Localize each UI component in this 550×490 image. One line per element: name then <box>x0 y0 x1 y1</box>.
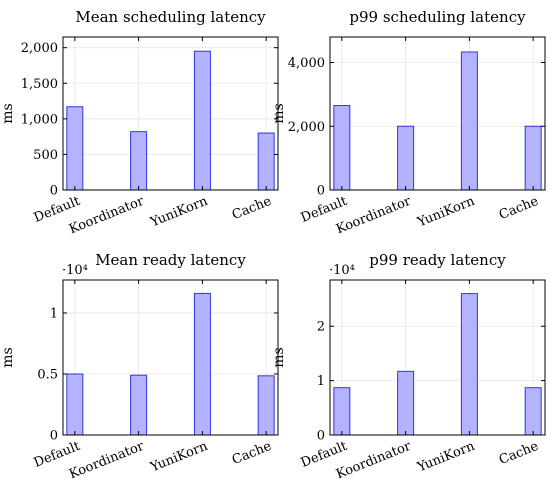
bar-cache <box>257 132 275 191</box>
y-tick-label: 1 <box>317 374 325 389</box>
plot-frame <box>62 279 279 436</box>
y-tick-label: 2 <box>317 320 325 335</box>
x-tick-label: Cache <box>497 439 541 468</box>
bar-cache <box>524 387 542 436</box>
y-tick-label: 4,000 <box>288 56 325 71</box>
bar-yunikorn <box>193 292 211 436</box>
bar-cache <box>524 125 542 191</box>
y-axis-label: ms <box>0 347 16 367</box>
y-axis-label: ms <box>271 347 287 367</box>
x-tick-label: YuniKorn <box>415 194 478 231</box>
bar-default <box>333 387 351 436</box>
y-scale-label: ·10⁴ <box>329 263 355 278</box>
y-axis-label: ms <box>0 103 16 123</box>
x-tick-label: Cache <box>497 194 541 223</box>
bar-koordinator <box>397 125 415 191</box>
plot-frame <box>329 279 546 436</box>
y-tick-label: 0 <box>317 429 325 444</box>
y-tick-label: 0 <box>50 429 58 444</box>
plot-frame <box>329 36 546 191</box>
y-tick-label: 0 <box>317 184 325 199</box>
y-tick-label: 0.5 <box>37 367 58 382</box>
chart-title: p99 scheduling latency <box>349 8 526 26</box>
y-tick-label: 0 <box>50 184 58 199</box>
y-tick-label: 1 <box>50 306 58 321</box>
bar-yunikorn <box>193 50 211 191</box>
x-tick-label: YuniKorn <box>148 439 211 476</box>
bar-yunikorn <box>460 51 478 191</box>
plot-frame <box>62 36 279 191</box>
y-tick-label: 500 <box>33 148 58 163</box>
y-tick-label: 1,000 <box>21 112 58 127</box>
bar-yunikorn <box>460 293 478 436</box>
x-tick-label: Cache <box>230 439 274 468</box>
chart-title: Mean ready latency <box>95 251 246 269</box>
y-scale-label: ·10⁴ <box>62 263 88 278</box>
x-tick-label: YuniKorn <box>415 439 478 476</box>
chart-title: p99 ready latency <box>369 251 506 269</box>
bar-cache <box>257 375 275 436</box>
y-axis-label: ms <box>271 103 287 123</box>
bar-koordinator <box>397 370 415 436</box>
x-tick-label: YuniKorn <box>148 194 211 231</box>
chart-title: Mean scheduling latency <box>75 8 266 26</box>
bar-koordinator <box>130 374 148 436</box>
bar-koordinator <box>130 131 148 191</box>
y-tick-label: 2,000 <box>288 120 325 135</box>
bar-default <box>66 106 84 191</box>
x-tick-label: Cache <box>230 194 274 223</box>
y-tick-label: 2,000 <box>21 41 58 56</box>
y-tick-label: 1,500 <box>21 77 58 92</box>
bar-default <box>66 373 84 436</box>
bar-default <box>333 105 351 191</box>
